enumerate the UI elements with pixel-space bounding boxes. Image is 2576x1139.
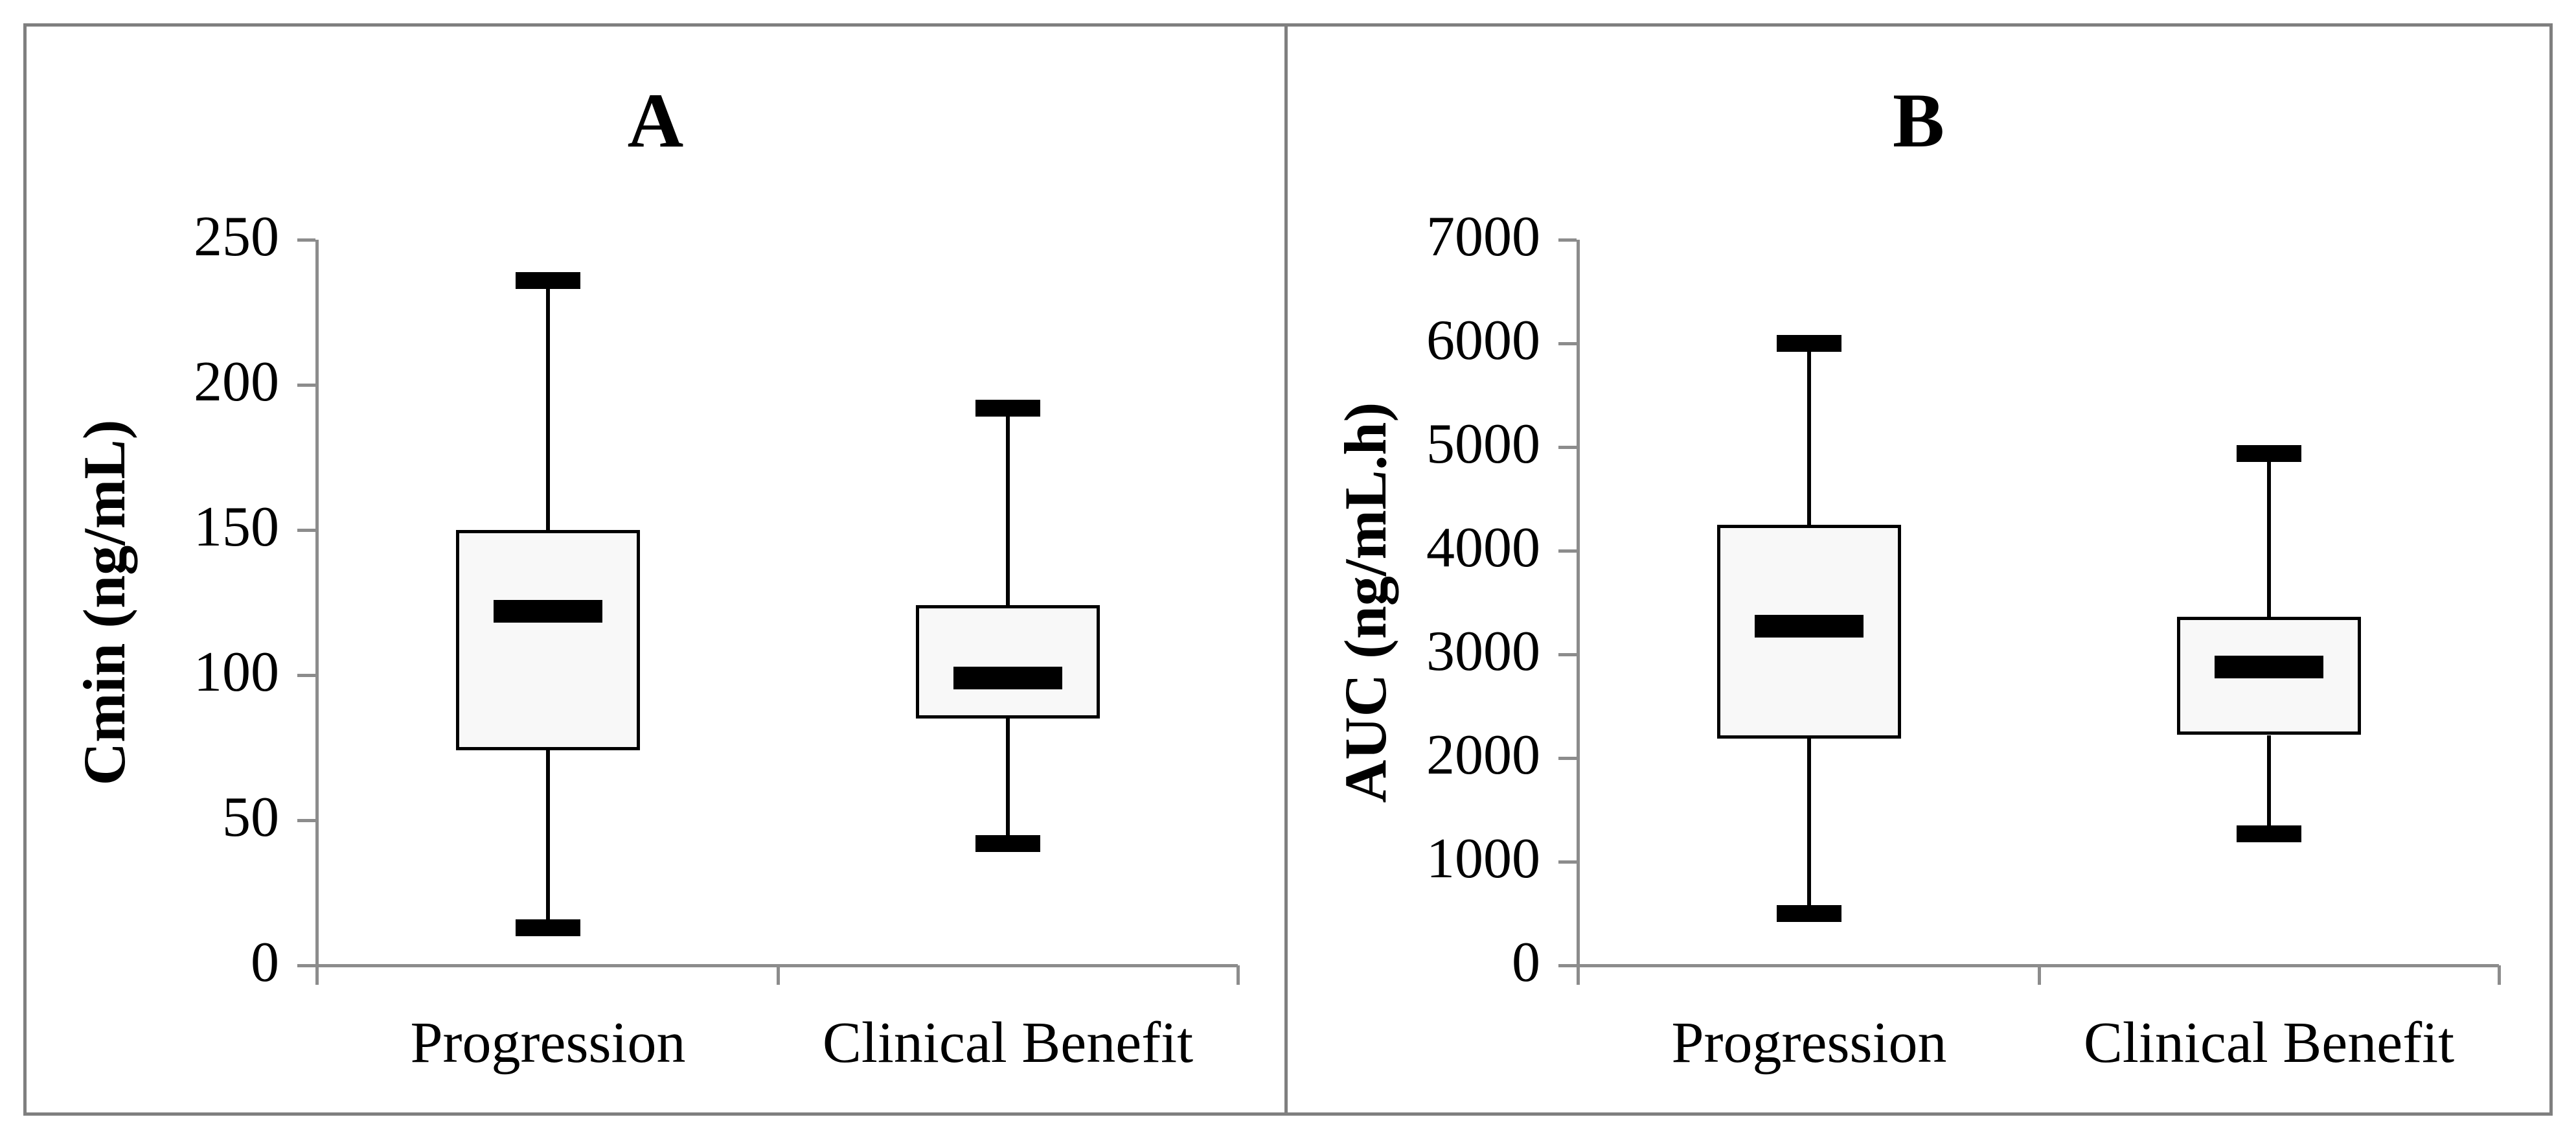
box-rect bbox=[456, 530, 640, 750]
y-tick-label: 2000 bbox=[1426, 724, 1540, 787]
whisker-cap-bottom bbox=[516, 919, 580, 936]
y-tick-label: 150 bbox=[194, 496, 279, 558]
median-bar bbox=[2215, 656, 2323, 678]
whisker-cap-bottom bbox=[1777, 905, 1841, 922]
whisker-cap-top bbox=[516, 272, 580, 289]
y-tick-label: 5000 bbox=[1426, 413, 1540, 476]
whisker-cap-top bbox=[2237, 445, 2301, 462]
whisker-line bbox=[1006, 719, 1010, 844]
y-tick-label: 100 bbox=[194, 641, 279, 704]
y-tick-label: 200 bbox=[194, 351, 279, 413]
box-rect bbox=[916, 605, 1100, 719]
whisker-cap-top bbox=[975, 400, 1040, 417]
x-axis-end-tick bbox=[1237, 965, 1240, 985]
y-tick-label: 1000 bbox=[1426, 827, 1540, 890]
y-axis-line bbox=[1577, 240, 1580, 985]
panel-title: B bbox=[1892, 77, 1945, 163]
whisker-line bbox=[546, 281, 550, 530]
y-tick bbox=[297, 674, 315, 677]
y-tick bbox=[1558, 964, 1577, 967]
median-bar bbox=[494, 600, 602, 623]
y-tick bbox=[1558, 342, 1577, 345]
y-tick-label: 4000 bbox=[1426, 516, 1540, 579]
y-tick bbox=[1558, 446, 1577, 449]
whisker-line bbox=[546, 750, 550, 927]
y-tick-label: 6000 bbox=[1426, 309, 1540, 372]
category-label: Clinical Benefit bbox=[822, 1011, 1194, 1075]
y-tick bbox=[297, 964, 315, 967]
whisker-cap-top bbox=[1777, 335, 1841, 352]
whisker-line bbox=[1807, 739, 1811, 914]
whisker-line bbox=[1807, 343, 1811, 525]
y-tick-label: 0 bbox=[1512, 931, 1540, 994]
panel-b: B AUC (ng/mL.h) 0 1000 2000 3000 4000 5000 6000 7… bbox=[1288, 27, 2549, 1112]
whisker-line bbox=[2267, 735, 2271, 834]
y-tick bbox=[297, 529, 315, 532]
whisker-cap-bottom bbox=[975, 835, 1040, 852]
x-axis-end-tick bbox=[2038, 965, 2041, 985]
panel-divider bbox=[1284, 27, 1288, 1112]
y-tick bbox=[1558, 653, 1577, 656]
y-tick bbox=[297, 384, 315, 387]
y-tick bbox=[297, 238, 315, 242]
figure-frame: A Cmin (ng/mL) 0 50 100 150 200 250 Progression C… bbox=[23, 23, 2553, 1116]
y-axis-line bbox=[315, 240, 319, 985]
category-label: Progression bbox=[410, 1011, 686, 1075]
y-tick-label: 0 bbox=[251, 931, 279, 994]
x-axis-end-tick bbox=[2498, 965, 2501, 985]
y-tick bbox=[1558, 757, 1577, 760]
category-label: Clinical Benefit bbox=[2083, 1011, 2455, 1075]
y-tick-label: 50 bbox=[222, 786, 279, 849]
y-axis-label: Cmin (ng/mL) bbox=[71, 419, 137, 786]
y-tick-label: 3000 bbox=[1426, 620, 1540, 683]
y-tick bbox=[1558, 238, 1577, 242]
y-tick bbox=[297, 819, 315, 822]
y-tick-label: 7000 bbox=[1426, 205, 1540, 268]
whisker-line bbox=[2267, 454, 2271, 617]
whisker-cap-bottom bbox=[2237, 825, 2301, 842]
median-bar bbox=[1755, 615, 1864, 638]
panel-title: A bbox=[627, 77, 684, 163]
category-label: Progression bbox=[1671, 1011, 1947, 1075]
median-bar bbox=[953, 667, 1062, 689]
y-tick-label: 250 bbox=[194, 205, 279, 268]
y-tick bbox=[1558, 549, 1577, 553]
y-tick bbox=[1558, 860, 1577, 864]
x-axis-end-tick bbox=[777, 965, 780, 985]
whisker-line bbox=[1006, 408, 1010, 606]
panel-a: A Cmin (ng/mL) 0 50 100 150 200 250 Progression C… bbox=[27, 27, 1284, 1112]
